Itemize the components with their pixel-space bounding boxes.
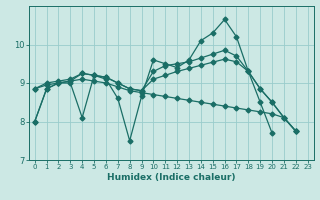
X-axis label: Humidex (Indice chaleur): Humidex (Indice chaleur) [107, 173, 236, 182]
